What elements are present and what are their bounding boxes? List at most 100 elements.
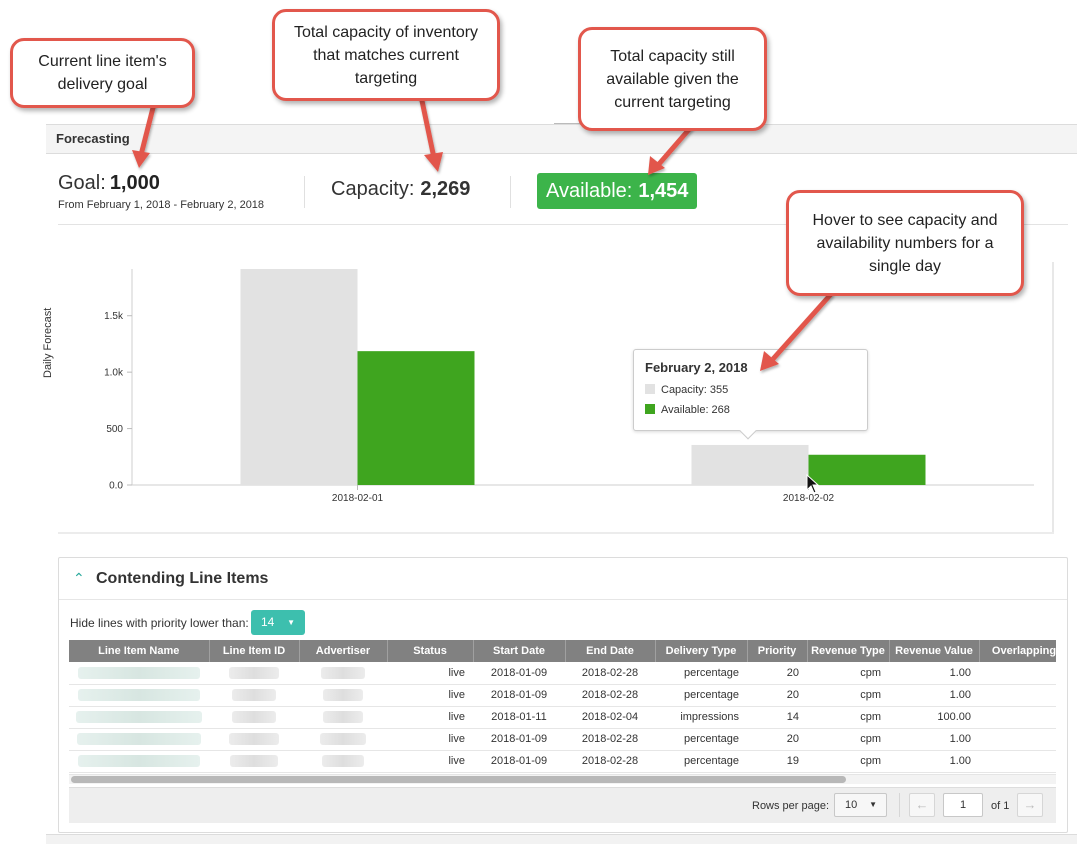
forecasting-title: Forecasting bbox=[56, 131, 130, 146]
tooltip-available: Available: 268 bbox=[645, 404, 730, 416]
line-item-id-redacted bbox=[209, 662, 299, 685]
forecasting-header: Forecasting bbox=[46, 123, 1077, 154]
priority-filter-value: 14 bbox=[261, 615, 275, 629]
table-header-row: Line Item Name Line Item ID Advertiser S… bbox=[69, 640, 1056, 662]
chart-frame bbox=[58, 532, 1054, 534]
rows-per-page-label: Rows per page: bbox=[752, 800, 830, 812]
horizontal-scrollbar[interactable] bbox=[69, 774, 1056, 784]
priority-cell: 19 bbox=[747, 750, 807, 773]
bar-capacity-2018-02-01[interactable] bbox=[240, 269, 358, 485]
table-row[interactable]: live 2018-01-09 2018-02-28 percentage 20… bbox=[69, 684, 1056, 707]
arrow-right-icon: → bbox=[1023, 797, 1037, 812]
x-tick-label: 2018-02-01 bbox=[332, 493, 384, 504]
y-tick-label: 500 bbox=[106, 424, 123, 435]
callout-goal-text: Current line item's delivery goal bbox=[38, 53, 167, 93]
x-tick-label: 2018-02-02 bbox=[783, 493, 835, 504]
bar-available-2018-02-02[interactable] bbox=[808, 454, 926, 485]
contending-header[interactable]: ⌃ Contending Line Items bbox=[59, 558, 1067, 600]
line-item-name-redacted[interactable] bbox=[69, 728, 209, 751]
tooltip-capacity-text: Capacity: 355 bbox=[661, 384, 729, 396]
end-date-cell: 2018-02-28 bbox=[565, 684, 655, 707]
daily-forecast-chart[interactable]: 0.0 500 1.0k 1.5k 2018-02-01 2018-02-02 bbox=[56, 255, 1056, 535]
start-date-cell: 2018-01-11 bbox=[473, 706, 565, 729]
column-header[interactable]: Priority bbox=[747, 640, 808, 662]
line-item-name-redacted[interactable] bbox=[69, 750, 209, 773]
summary-separator bbox=[58, 224, 1068, 225]
revenue-type-cell: cpm bbox=[807, 662, 889, 685]
contending-title: Contending Line Items bbox=[96, 570, 269, 587]
y-tick-label: 0.0 bbox=[109, 481, 123, 492]
chart-frame bbox=[1052, 262, 1054, 532]
capacity-value: 2,269 bbox=[420, 178, 471, 200]
summary-divider bbox=[510, 176, 511, 208]
table-row[interactable]: live 2018-01-09 2018-02-28 percentage 20… bbox=[69, 662, 1056, 685]
priority-cell: 20 bbox=[747, 684, 807, 707]
table-row[interactable]: live 2018-01-09 2018-02-28 percentage 20… bbox=[69, 728, 1056, 751]
overlapping-cell bbox=[979, 706, 1056, 729]
status-cell: live bbox=[387, 706, 473, 729]
line-item-id-redacted bbox=[209, 728, 299, 751]
revenue-value-cell: 1.00 bbox=[889, 728, 979, 751]
rows-per-page-value: 10 bbox=[845, 799, 858, 811]
goal-date-range: From February 1, 2018 - February 2, 2018 bbox=[58, 199, 265, 211]
callout-hover: Hover to see capacity and availability n… bbox=[786, 190, 1024, 296]
summary-divider bbox=[304, 176, 305, 208]
callout-goal: Current line item's delivery goal bbox=[10, 38, 195, 108]
delivery-type-cell: percentage bbox=[655, 662, 747, 685]
advertiser-redacted bbox=[299, 662, 387, 685]
line-item-name-redacted[interactable] bbox=[69, 706, 209, 729]
bar-available-2018-02-01[interactable] bbox=[357, 351, 475, 485]
column-header[interactable]: Delivery Type bbox=[655, 640, 748, 662]
rows-per-page-select[interactable]: 10 ▼ bbox=[834, 793, 887, 817]
revenue-type-cell: cpm bbox=[807, 728, 889, 751]
chart-tooltip: February 2, 2018 Capacity: 355 Available… bbox=[633, 349, 868, 440]
advertiser-redacted bbox=[299, 684, 387, 707]
status-cell: live bbox=[387, 662, 473, 685]
available-badge: Available: 1,454 bbox=[537, 173, 698, 209]
tooltip-available-text: Available: 268 bbox=[661, 404, 730, 416]
next-page-button[interactable]: → bbox=[1017, 793, 1043, 817]
line-item-id-redacted bbox=[209, 684, 299, 707]
column-header[interactable]: Revenue Value bbox=[889, 640, 980, 662]
priority-filter-select[interactable]: 14 ▼ bbox=[251, 610, 305, 635]
available-swatch-icon bbox=[645, 404, 655, 414]
line-item-name-redacted[interactable] bbox=[69, 684, 209, 707]
page-number-input[interactable]: 1 bbox=[943, 793, 983, 817]
column-header[interactable]: Status bbox=[387, 640, 474, 662]
end-date-cell: 2018-02-28 bbox=[565, 728, 655, 751]
page-count-label: of 1 bbox=[991, 800, 1010, 812]
chevron-up-icon[interactable]: ⌃ bbox=[73, 570, 85, 586]
advertiser-redacted bbox=[299, 750, 387, 773]
callout-available: Total capacity still available given the… bbox=[578, 27, 767, 131]
end-date-cell: 2018-02-28 bbox=[565, 750, 655, 773]
revenue-value-cell: 1.00 bbox=[889, 662, 979, 685]
status-cell: live bbox=[387, 750, 473, 773]
arrow-left-icon: ← bbox=[915, 797, 929, 812]
y-tick-label: 1.0k bbox=[104, 368, 124, 379]
column-header[interactable]: Line Item Name bbox=[69, 640, 210, 662]
bar-capacity-2018-02-02[interactable] bbox=[691, 444, 809, 485]
chart-y-axis-label: Daily Forecast bbox=[42, 307, 54, 378]
overlapping-cell bbox=[979, 750, 1056, 773]
column-header[interactable]: End Date bbox=[565, 640, 656, 662]
line-item-name-redacted[interactable] bbox=[69, 662, 209, 685]
revenue-value-cell: 1.00 bbox=[889, 684, 979, 707]
revenue-type-cell: cpm bbox=[807, 706, 889, 729]
prev-page-button[interactable]: ← bbox=[909, 793, 935, 817]
column-header[interactable]: Start Date bbox=[473, 640, 566, 662]
revenue-type-cell: cpm bbox=[807, 684, 889, 707]
column-header[interactable]: Line Item ID bbox=[209, 640, 300, 662]
priority-cell: 20 bbox=[747, 662, 807, 685]
table-row[interactable]: live 2018-01-11 2018-02-04 impressions 1… bbox=[69, 706, 1056, 729]
column-header[interactable]: Overlapping bbox=[979, 640, 1056, 662]
column-header[interactable]: Advertiser bbox=[299, 640, 388, 662]
start-date-cell: 2018-01-09 bbox=[473, 728, 565, 751]
delivery-type-cell: percentage bbox=[655, 728, 747, 751]
end-date-cell: 2018-02-04 bbox=[565, 706, 655, 729]
contending-line-items-panel: ⌃ Contending Line Items Hide lines with … bbox=[58, 557, 1068, 833]
scrollbar-thumb[interactable] bbox=[71, 776, 846, 783]
line-item-id-redacted bbox=[209, 750, 299, 773]
column-header[interactable]: Revenue Type bbox=[807, 640, 890, 662]
table-row[interactable]: live 2018-01-09 2018-02-28 percentage 19… bbox=[69, 750, 1056, 773]
priority-cell: 20 bbox=[747, 728, 807, 751]
